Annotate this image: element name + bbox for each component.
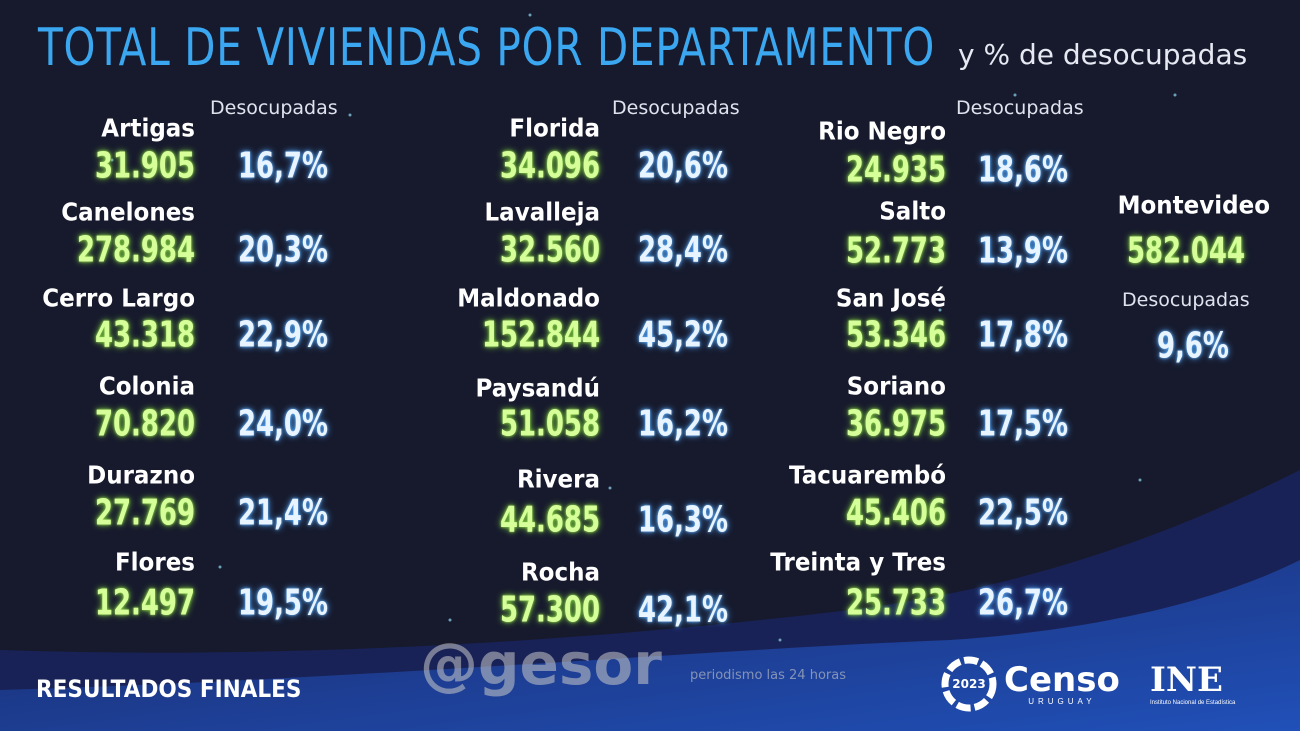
footer-label: RESULTADOS FINALES bbox=[36, 675, 302, 703]
department-desocupadas: 28,4% bbox=[638, 229, 728, 271]
star-dot bbox=[528, 13, 532, 17]
department-name: Flores bbox=[114, 547, 195, 577]
department-total: 53.346 bbox=[845, 314, 946, 356]
department-desocupadas: 19,5% bbox=[238, 582, 328, 624]
department-total: 43.318 bbox=[94, 314, 195, 356]
department-name: Cerro Largo bbox=[42, 283, 195, 313]
department-name: Artigas bbox=[101, 113, 195, 143]
department-name: Lavalleja bbox=[484, 197, 600, 227]
department-desocupadas: 22,5% bbox=[978, 492, 1068, 534]
department-total: 57.300 bbox=[499, 589, 600, 631]
star-dot bbox=[1013, 93, 1017, 97]
department-name: Paysandú bbox=[475, 373, 600, 403]
department-desocupadas: 13,9% bbox=[978, 230, 1068, 272]
page-subtitle: y % de desocupadas bbox=[958, 38, 1248, 71]
censo-gear-icon: 2023 bbox=[941, 656, 997, 712]
department-name: San José bbox=[835, 283, 946, 313]
star-dot bbox=[1138, 478, 1142, 482]
watermark-tagline: periodismo las 24 horas bbox=[690, 668, 846, 683]
star-dot bbox=[110, 158, 114, 162]
department-name: Maldonado bbox=[457, 283, 600, 313]
ine-subtitle: Instituto Nacional de Estadística bbox=[1150, 700, 1236, 706]
star-dot bbox=[448, 618, 452, 622]
montevideo-total: 582.044 bbox=[1126, 230, 1245, 272]
department-total: 52.773 bbox=[845, 230, 946, 272]
montevideo-name: Montevideo bbox=[1117, 190, 1270, 220]
department-name: Colonia bbox=[98, 371, 195, 401]
department-desocupadas: 20,3% bbox=[238, 229, 328, 271]
censo-year: 2023 bbox=[952, 677, 985, 691]
department-name: Canelones bbox=[61, 197, 195, 227]
ine-logo: INE Instituto Nacional de Estadística bbox=[1150, 660, 1235, 706]
department-name: Rivera bbox=[516, 464, 600, 494]
department-total: 24.935 bbox=[845, 149, 946, 191]
department-total: 31.905 bbox=[94, 145, 195, 187]
department-desocupadas: 21,4% bbox=[238, 492, 328, 534]
department-name: Rio Negro bbox=[818, 116, 946, 146]
department-name: Florida bbox=[509, 113, 600, 143]
department-desocupadas: 42,1% bbox=[638, 589, 728, 631]
department-total: 25.733 bbox=[845, 582, 946, 624]
department-name: Durazno bbox=[87, 460, 195, 490]
department-total: 44.685 bbox=[499, 499, 600, 541]
department-name: Salto bbox=[879, 196, 946, 226]
department-desocupadas: 16,7% bbox=[238, 145, 328, 187]
department-desocupadas: 26,7% bbox=[978, 582, 1068, 624]
department-total: 32.560 bbox=[499, 229, 600, 271]
star-dot bbox=[218, 565, 222, 569]
department-total: 36.975 bbox=[845, 403, 946, 445]
censo-country: URUGUAY bbox=[1028, 696, 1096, 706]
department-desocupadas: 16,3% bbox=[638, 499, 728, 541]
ine-text: INE bbox=[1150, 660, 1223, 700]
department-name: Tacuarembó bbox=[789, 460, 946, 490]
department-total: 152.844 bbox=[481, 314, 600, 356]
department-total: 51.058 bbox=[499, 403, 600, 445]
montevideo-desocupadas-label: Desocupadas bbox=[1122, 289, 1250, 311]
star-dot bbox=[608, 486, 612, 490]
page-title: TOTAL DE VIVIENDAS POR DEPARTAMENTO bbox=[38, 18, 936, 78]
department-desocupadas: 18,6% bbox=[978, 149, 1068, 191]
department-total: 12.497 bbox=[94, 582, 195, 624]
department-desocupadas: 24,0% bbox=[238, 403, 328, 445]
star-dot bbox=[938, 308, 942, 312]
department-total: 27.769 bbox=[94, 492, 195, 534]
department-desocupadas: 16,2% bbox=[638, 403, 728, 445]
watermark-logo: @gesor bbox=[420, 630, 662, 698]
censo-text: Censo bbox=[1004, 659, 1120, 700]
desocupadas-header: Desocupadas bbox=[612, 97, 740, 119]
department-total: 45.406 bbox=[845, 492, 946, 534]
star-dot bbox=[778, 638, 782, 642]
censo-logo: 2023 Censo URUGUAY bbox=[940, 655, 1120, 713]
department-desocupadas: 17,8% bbox=[978, 314, 1068, 356]
department-name: Soriano bbox=[846, 371, 946, 401]
desocupadas-header: Desocupadas bbox=[956, 97, 1084, 119]
department-total: 70.820 bbox=[94, 403, 195, 445]
department-name: Rocha bbox=[520, 557, 600, 587]
star-dot bbox=[698, 53, 702, 57]
department-total: 278.984 bbox=[76, 229, 195, 271]
department-total: 34.096 bbox=[499, 145, 600, 187]
desocupadas-header: Desocupadas bbox=[210, 97, 338, 119]
star-dot bbox=[348, 113, 352, 117]
department-desocupadas: 45,2% bbox=[638, 314, 728, 356]
department-desocupadas: 17,5% bbox=[978, 403, 1068, 445]
department-desocupadas: 20,6% bbox=[638, 145, 728, 187]
montevideo-desocupadas: 9,6% bbox=[1157, 325, 1229, 367]
star-dot bbox=[1173, 93, 1177, 97]
department-desocupadas: 22,9% bbox=[238, 314, 328, 356]
department-name: Treinta y Tres bbox=[770, 547, 946, 577]
